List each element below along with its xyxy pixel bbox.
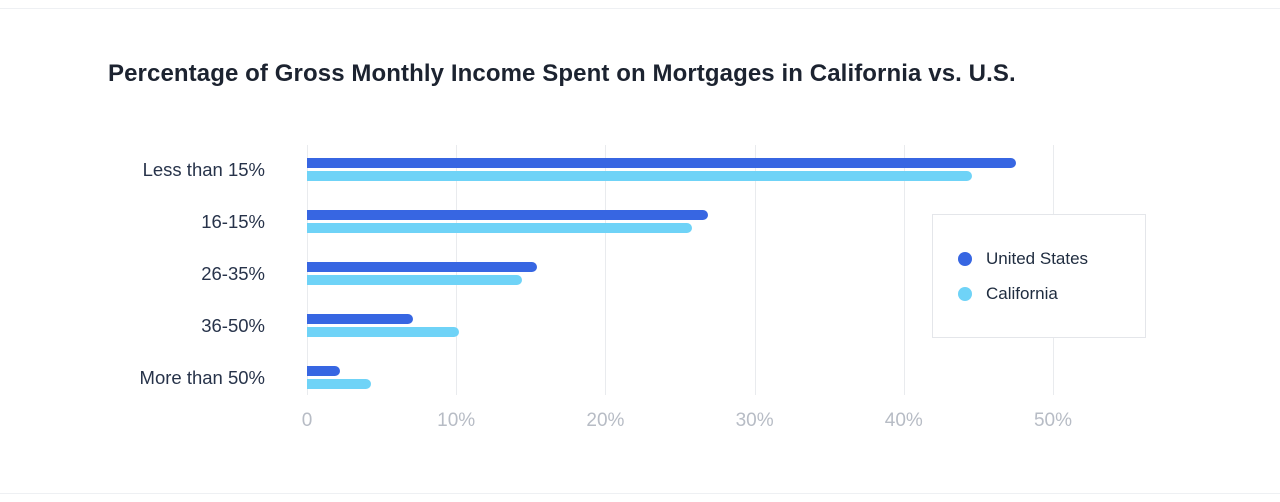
bar-united-states-26-35-: [307, 262, 537, 273]
category-label-36-50-: 36-50%: [201, 314, 265, 336]
x-tick-label-10-: 10%: [437, 410, 476, 431]
card-bottom-border: [0, 493, 1280, 494]
x-tick-label-0: 0: [301, 410, 313, 431]
bar-united-states-16-15-: [307, 210, 709, 221]
legend-label-california: California: [986, 283, 1058, 303]
gridline-40: [903, 145, 905, 395]
legend-item-united-states: United States: [958, 247, 1145, 271]
bar-california-36-50-: [307, 327, 460, 338]
bar-california-less-than-15-: [307, 171, 973, 181]
legend-swatch-california-icon: [958, 286, 972, 301]
plot-area: [307, 145, 1054, 395]
gridline-30: [754, 145, 756, 395]
legend-label-united-states: United States: [986, 248, 1089, 268]
bar-united-states-more-than-50-: [307, 366, 340, 377]
bar-california-26-35-: [307, 275, 522, 286]
x-tick-label-20-: 20%: [586, 410, 625, 431]
card-top-border: [0, 8, 1280, 9]
legend: United States California: [932, 214, 1146, 338]
legend-swatch-united-states-icon: [958, 251, 972, 266]
x-tick-label-50-: 50%: [1033, 410, 1073, 431]
bar-united-states-36-50-: [307, 314, 413, 325]
bar-united-states-less-than-15-: [307, 158, 1016, 168]
chart-title: Percentage of Gross Monthly Income Spent…: [108, 60, 1016, 87]
x-tick-label-30-: 30%: [735, 410, 774, 431]
category-label-less-than-15-: Less than 15%: [142, 158, 265, 180]
x-tick-label-40-: 40%: [884, 410, 923, 431]
category-label-26-35-: 26-35%: [201, 262, 265, 284]
bar-california-more-than-50-: [307, 379, 372, 390]
gridline-20: [605, 145, 607, 395]
category-label-more-than-50-: More than 50%: [139, 366, 265, 388]
category-label-16-15-: 16-15%: [201, 210, 265, 232]
bar-california-16-15-: [307, 223, 692, 234]
legend-item-california: California: [958, 282, 1145, 306]
